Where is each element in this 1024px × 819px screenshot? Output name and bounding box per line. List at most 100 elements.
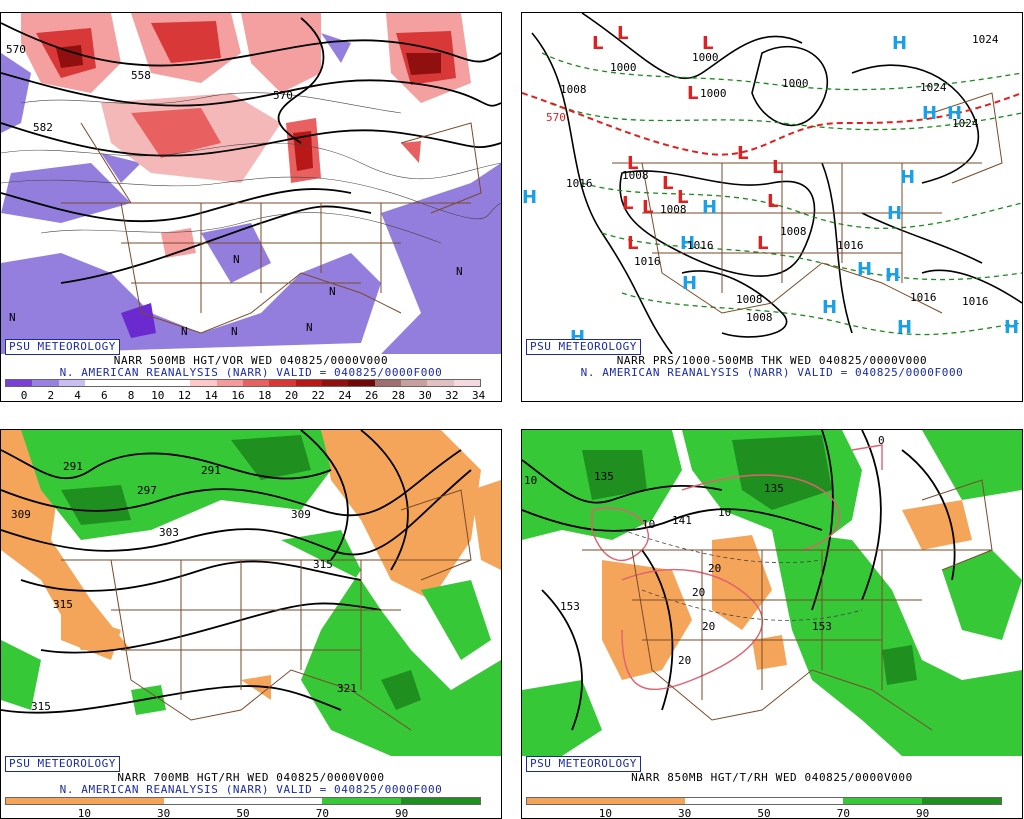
dry-areas [1,430,501,700]
colorbar-swatch [242,380,270,386]
svg-text:1008: 1008 [736,293,763,306]
colorbar-swatch [164,798,243,804]
rh-colorbar [5,797,481,805]
colorbar-tick-label: 2 [47,389,55,402]
svg-text:H: H [892,33,907,54]
svg-text:H: H [885,265,900,286]
height-contours [1,430,472,714]
svg-text:L: L [627,153,638,174]
political-borders [582,479,993,731]
colorbar-swatch [6,380,33,386]
svg-text:303: 303 [159,526,179,539]
svg-text:558: 558 [131,69,151,82]
colorbar-swatch [85,798,164,804]
svg-text:L: L [772,157,783,178]
colorbar-swatch [400,380,428,386]
svg-text:135: 135 [764,482,784,495]
svg-text:H: H [1004,317,1019,338]
panel-700mb-hgt-rh: 291 291 297 303 309 309 315 315 315 321 … [0,429,502,819]
svg-text:20: 20 [702,620,715,633]
svg-text:L: L [737,143,748,164]
colorbar-tick-label: 24 [338,389,352,402]
colorbar-tick-label: 10 [598,807,612,819]
svg-text:291: 291 [63,460,83,473]
svg-text:1016: 1016 [962,295,989,308]
svg-text:L: L [617,23,628,44]
neg-vorticity-areas [1,33,501,354]
colorbar-tick-label: 22 [311,389,325,402]
svg-text:291: 291 [201,464,221,477]
svg-text:20: 20 [678,654,691,667]
pos-vorticity-areas [21,13,471,258]
map-500mb-svg: 570 558 582 570 N N N N N N N [1,13,501,354]
colorbar-swatch [321,380,349,386]
svg-text:H: H [682,273,697,294]
panel-subcaption: N. AMERICAN REANALYSIS (NARR) VALID = 04… [59,366,443,379]
colorbar-tick-label: 10 [77,807,91,819]
colorbar-swatch [111,380,138,386]
svg-text:1000: 1000 [782,77,809,90]
svg-text:H: H [897,317,912,338]
colorbar-tick-label: 70 [836,807,850,819]
colorbar-tick-label: 34 [472,389,486,402]
svg-text:570: 570 [546,111,566,124]
map-700mb: 291 291 297 303 309 309 315 315 315 321 [1,430,501,756]
colorbar-swatch [269,380,296,386]
panel-caption: NARR 500MB HGT/VOR WED 040825/0000V000 [113,354,389,367]
colorbar-swatch [58,380,85,386]
colorbar-swatch [32,380,59,386]
colorbar-tick-label: 50 [757,807,771,819]
colorbar-swatch [322,798,401,804]
svg-text:H: H [947,103,962,124]
colorbar-tick-label: 90 [395,807,409,819]
svg-text:297: 297 [137,484,157,497]
svg-text:L: L [687,83,698,104]
svg-text:N: N [181,325,188,338]
svg-text:141: 141 [672,514,692,527]
colorbar-swatch [243,798,322,804]
thickness-contours [541,52,1022,336]
panel-subcaption: N. AMERICAN REANALYSIS (NARR) VALID = 04… [580,366,964,379]
colorbar-swatch [527,798,606,804]
svg-text:10: 10 [524,474,537,487]
colorbar-tick-label: 32 [445,389,459,402]
svg-text:1008: 1008 [746,311,773,324]
colorbar-swatch [843,798,922,804]
colorbar-tick-label: 18 [258,389,272,402]
svg-text:315: 315 [53,598,73,611]
colorbar-tick-label: 6 [100,389,108,402]
svg-text:1016: 1016 [837,239,864,252]
svg-text:L: L [677,187,688,208]
colorbar-swatch [295,380,322,386]
svg-text:H: H [702,197,717,218]
colorbar-swatch [764,798,843,804]
colorbar-tick-label: 30 [678,807,692,819]
svg-text:H: H [680,233,695,254]
colorbar-tick-label: 50 [236,807,250,819]
svg-text:315: 315 [31,700,51,713]
svg-text:1008: 1008 [660,203,687,216]
colorbar-tick-label: 0 [20,389,28,402]
svg-text:H: H [922,103,937,124]
colorbar-tick-label: 4 [74,389,81,402]
colorbar-tick-label: 26 [365,389,379,402]
psu-badge: PSU METEOROLOGY [526,756,641,772]
very-moist-areas [61,435,421,710]
panel-caption: NARR 700MB HGT/RH WED 040825/0000V000 [117,771,385,784]
svg-text:10: 10 [718,506,731,519]
political-borders [61,489,472,731]
svg-text:309: 309 [291,508,311,521]
temp-contours [591,444,883,690]
svg-text:L: L [767,191,778,212]
panel-subcaption: N. AMERICAN REANALYSIS (NARR) VALID = 04… [59,783,443,796]
colorbar-tick-label: 30 [157,807,171,819]
svg-text:582: 582 [33,121,53,134]
panel-caption: NARR 850MB HGT/T/RH WED 040825/0000V000 [631,771,913,784]
svg-text:N: N [306,321,313,334]
svg-text:L: L [662,173,673,194]
svg-text:1016: 1016 [634,255,661,268]
svg-text:570: 570 [6,43,26,56]
rh-colorbar [526,797,1002,805]
